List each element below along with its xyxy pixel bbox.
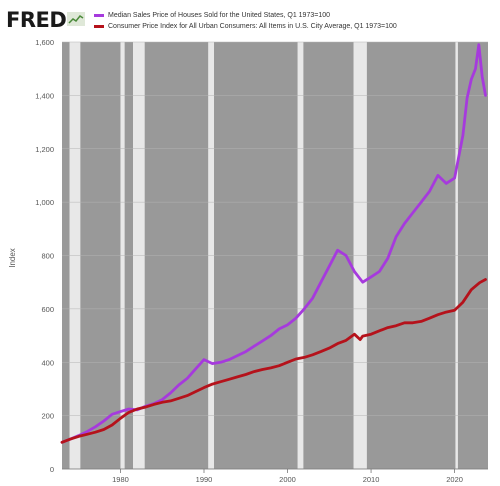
x-tick-label: 2020 xyxy=(446,475,463,484)
chart-header: FRED Median Sales Price of Houses Sold f… xyxy=(6,6,496,36)
series-line-cpi xyxy=(60,278,487,444)
y-tick-label: 1,400 xyxy=(35,91,54,100)
y-tick-label: 0 xyxy=(50,465,54,474)
y-axis-ticks: 0 200 400 600 800 1,000 1,200 1,400 1,600 xyxy=(35,38,54,474)
y-axis-title: Index xyxy=(8,248,17,268)
legend-label-house-price: Median Sales Price of Houses Sold for th… xyxy=(108,12,330,19)
series-lines xyxy=(60,43,487,444)
y-tick-label: 600 xyxy=(41,305,54,314)
x-tick-label: 1990 xyxy=(196,475,213,484)
y-tick-label: 200 xyxy=(41,412,54,421)
fred-logo: FRED xyxy=(6,8,67,32)
x-axis-ticks: 1980 1990 2000 2010 2020 xyxy=(62,468,488,484)
fred-graph-icon xyxy=(67,12,85,26)
legend-entry-cpi: Consumer Price Index for All Urban Consu… xyxy=(94,21,397,32)
x-tick-label: 2000 xyxy=(279,475,296,484)
y-tick-label: 1,000 xyxy=(35,198,54,207)
legend-entry-house-price: Median Sales Price of Houses Sold for th… xyxy=(94,10,397,21)
legend: Median Sales Price of Houses Sold for th… xyxy=(94,10,397,32)
x-tick-label: 2010 xyxy=(363,475,380,484)
y-tick-label: 400 xyxy=(41,358,54,367)
y-tick-label: 1,200 xyxy=(35,145,54,154)
y-tick-label: 800 xyxy=(41,252,54,261)
y-tick-label: 1,600 xyxy=(35,38,54,47)
legend-label-cpi: Consumer Price Index for All Urban Consu… xyxy=(108,23,397,30)
x-tick-label: 1980 xyxy=(112,475,129,484)
legend-swatch-cpi xyxy=(94,25,104,28)
legend-swatch-house-price xyxy=(94,14,104,17)
